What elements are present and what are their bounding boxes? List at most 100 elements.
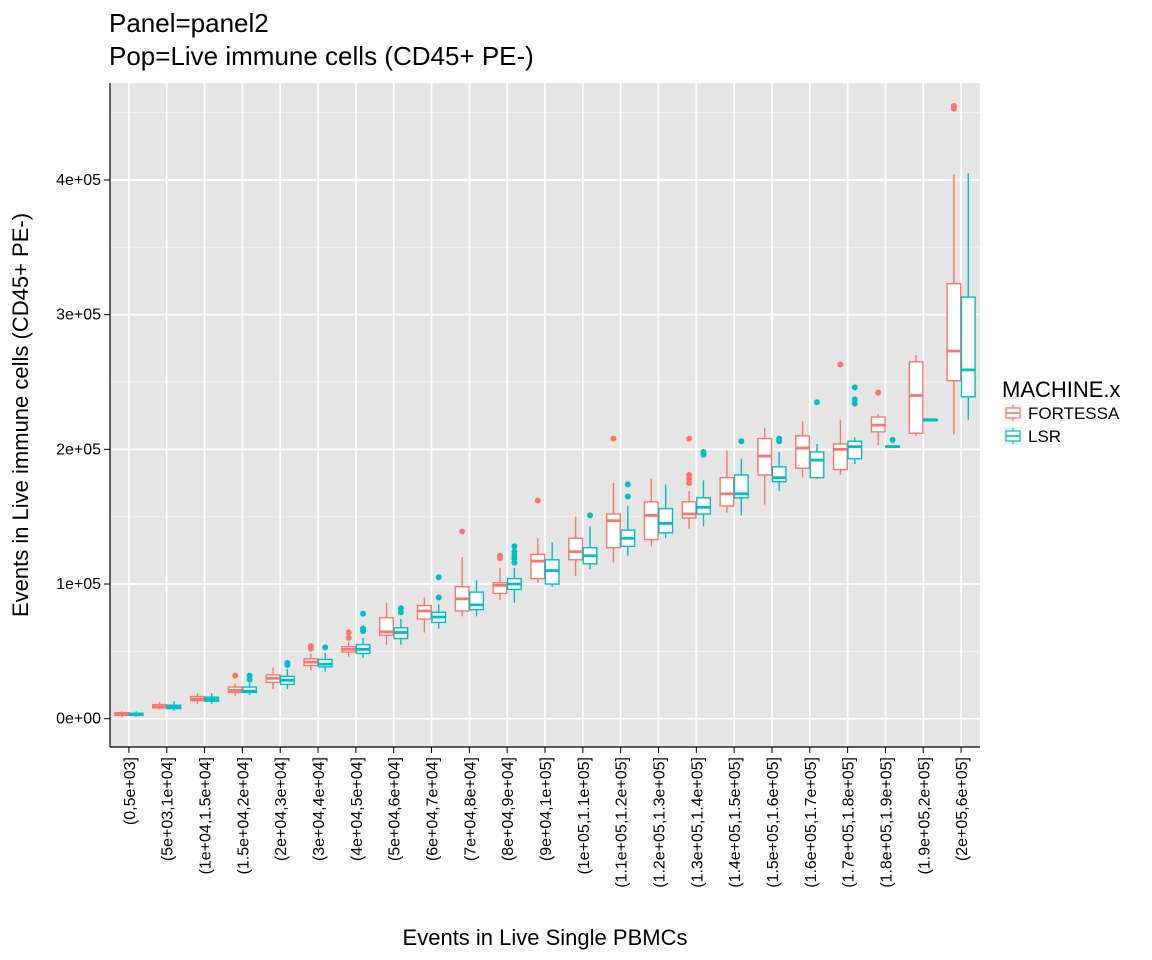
outlier-point bbox=[851, 384, 858, 391]
y-tick-label: 1e+05 bbox=[56, 576, 101, 593]
box bbox=[568, 516, 584, 576]
outlier-point bbox=[851, 396, 858, 403]
x-axis: (0,5e+03] (5e+03,1e+04] (1e+04,1.5e+04] (1.… bbox=[122, 747, 971, 888]
box-iqr bbox=[847, 440, 863, 460]
y-tick-label: 3e+05 bbox=[56, 307, 101, 324]
box-iqr bbox=[469, 591, 485, 611]
outlier-point bbox=[246, 672, 253, 679]
outlier-point bbox=[435, 594, 442, 601]
box bbox=[885, 436, 901, 449]
outlier-point bbox=[397, 605, 404, 612]
box-iqr bbox=[733, 474, 749, 499]
x-tick-label: (2e+04,3e+04] bbox=[273, 757, 290, 861]
box-iqr bbox=[809, 451, 825, 479]
outlier-point bbox=[435, 574, 442, 581]
box bbox=[620, 481, 636, 556]
box bbox=[469, 579, 485, 617]
box bbox=[265, 667, 281, 690]
box bbox=[393, 605, 409, 645]
box bbox=[582, 512, 598, 570]
outlier-point bbox=[686, 471, 693, 478]
y-tick-label: 4e+05 bbox=[56, 172, 101, 189]
outlier-point bbox=[813, 399, 820, 406]
series-fortessa bbox=[114, 102, 962, 718]
outlier-point bbox=[610, 435, 617, 442]
x-tick-label: (1.8e+05,1.9e+05] bbox=[878, 757, 895, 888]
box-iqr bbox=[946, 282, 962, 382]
x-tick-label: (1.5e+05,1.6e+05] bbox=[765, 757, 782, 888]
outlier-point bbox=[360, 625, 367, 632]
x-tick-label: (1.1e+05,1.2e+05] bbox=[614, 757, 631, 888]
box bbox=[795, 421, 811, 478]
outlier-point bbox=[624, 481, 631, 488]
boxes bbox=[114, 102, 976, 718]
x-tick-label: (1.7e+05,1.8e+05] bbox=[841, 757, 858, 888]
legend-label: LSR bbox=[1028, 427, 1061, 446]
box bbox=[242, 672, 258, 696]
outlier-point bbox=[889, 436, 896, 443]
x-tick-label: (0,5e+03] bbox=[122, 757, 139, 825]
outlier-point bbox=[511, 548, 518, 555]
box-iqr bbox=[605, 513, 621, 549]
x-tick-label: (1e+05,1.1e+05] bbox=[576, 757, 593, 874]
x-tick-label: (4e+04,5e+04] bbox=[349, 757, 366, 861]
box-iqr bbox=[771, 466, 787, 483]
x-tick-label: (8e+04,9e+04] bbox=[500, 757, 517, 861]
box bbox=[431, 574, 447, 629]
box-iqr bbox=[530, 553, 546, 580]
outlier-point bbox=[624, 493, 631, 500]
box bbox=[771, 435, 787, 492]
box bbox=[847, 384, 863, 465]
x-tick-label: (1.2e+05,1.3e+05] bbox=[651, 757, 668, 888]
box bbox=[658, 484, 674, 539]
box bbox=[809, 399, 825, 479]
outlier-point bbox=[776, 435, 783, 442]
legend-item-lsr: LSR bbox=[1004, 427, 1061, 446]
outlier-point bbox=[700, 449, 707, 456]
y-tick-label: 2e+05 bbox=[56, 441, 101, 458]
box bbox=[341, 629, 357, 657]
legend-title: MACHINE.x bbox=[1002, 377, 1121, 402]
box bbox=[757, 427, 773, 505]
x-tick-label: (1.9e+05,2e+05] bbox=[916, 757, 933, 874]
x-tick-label: (5e+03,1e+04] bbox=[160, 757, 177, 861]
box bbox=[832, 361, 848, 475]
box bbox=[530, 497, 546, 583]
x-axis-title: Events in Live Single PBMCs bbox=[403, 925, 688, 950]
x-tick-label: (1.5e+04,2e+04] bbox=[235, 757, 252, 874]
box bbox=[605, 435, 621, 563]
box bbox=[204, 693, 220, 704]
box bbox=[922, 418, 938, 422]
box bbox=[643, 478, 659, 547]
box bbox=[303, 642, 319, 671]
y-axis-title: Events in Live immune cells (CD45+ PE-) bbox=[8, 213, 33, 617]
legend: MACHINE.x FORTESSA LSR bbox=[1002, 377, 1121, 446]
x-tick-label: (1.6e+05,1.7e+05] bbox=[803, 757, 820, 888]
outlier-point bbox=[738, 438, 745, 445]
box bbox=[454, 528, 470, 617]
outlier-point bbox=[360, 610, 367, 617]
box bbox=[355, 610, 371, 659]
grid bbox=[110, 83, 980, 747]
outlier-point bbox=[875, 389, 882, 396]
box-iqr bbox=[832, 443, 848, 471]
x-tick-label: (1.3e+05,1.4e+05] bbox=[689, 757, 706, 888]
legend-item-fortessa: FORTESSA bbox=[1004, 404, 1120, 423]
series-lsr bbox=[128, 173, 976, 717]
box-iqr bbox=[568, 537, 584, 561]
legend-label: FORTESSA bbox=[1028, 404, 1120, 423]
box bbox=[492, 552, 508, 601]
y-axis: 0e+00 1e+05 2e+05 3e+05 4e+05 bbox=[56, 172, 110, 728]
outlier-point bbox=[534, 497, 541, 504]
box bbox=[695, 449, 712, 527]
outlier-point bbox=[511, 543, 518, 550]
legend-items: FORTESSA LSR bbox=[1004, 404, 1120, 446]
box bbox=[114, 711, 130, 718]
outlier-point bbox=[496, 552, 503, 559]
box-iqr bbox=[908, 361, 924, 434]
box bbox=[908, 355, 924, 436]
outlier-point bbox=[322, 644, 329, 651]
outlier-point bbox=[232, 672, 239, 679]
box-iqr bbox=[643, 501, 659, 541]
